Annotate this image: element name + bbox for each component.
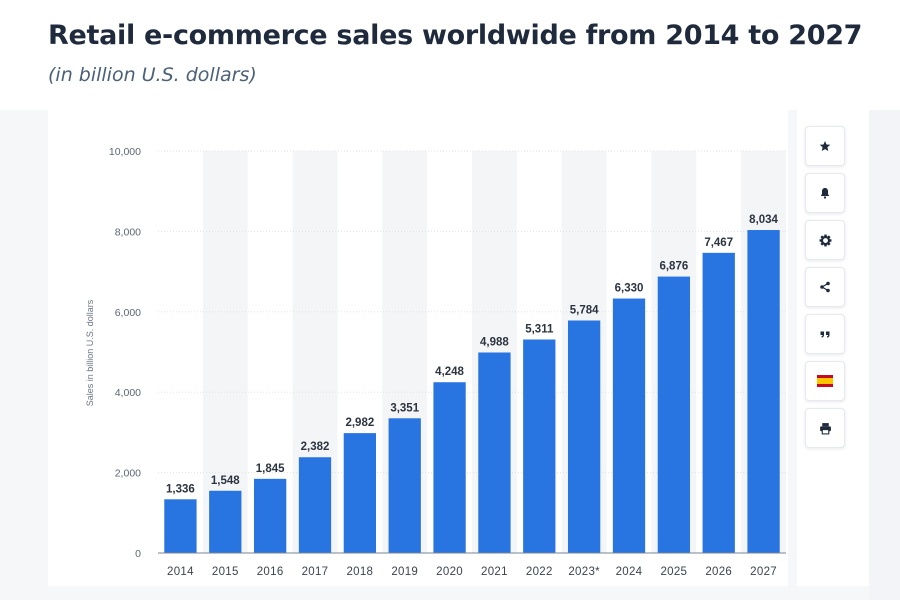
y-axis: 0 2,000 4,000 6,000 8,000 10,000: [109, 146, 141, 560]
settings-button[interactable]: [805, 220, 845, 260]
spain-flag-icon: [817, 375, 833, 387]
bar[interactable]: [478, 352, 511, 553]
side-strip: [869, 110, 900, 600]
language-button[interactable]: [805, 361, 845, 401]
bar-value-label: 3,351: [390, 402, 419, 414]
bar-value-label: 4,988: [480, 336, 509, 348]
bar[interactable]: [657, 276, 691, 553]
bar[interactable]: [567, 320, 601, 553]
x-axis: 2014 2015 2016 2017 2018 2019 2020 2021 2022 2023…: [158, 552, 786, 578]
x-tick-label: 2024: [616, 566, 643, 578]
x-tick-label: 2017: [302, 566, 329, 578]
x-tick-label: 2026: [705, 566, 732, 578]
bar-value-label: 5,311: [525, 323, 554, 335]
bar-value-label: 2,982: [345, 417, 374, 429]
bar[interactable]: [747, 230, 780, 553]
chart-toolbar: [797, 110, 869, 586]
bar-value-label: 2,382: [301, 441, 330, 453]
x-tick-label: 2015: [212, 566, 239, 578]
x-tick-label: 2027: [750, 566, 777, 578]
y-tick-label: 8,000: [115, 226, 141, 238]
bar-value-label: 1,336: [166, 483, 195, 495]
data-labels: 1,336 1,548 1,845 2,382 2,982 3,351 4,248 4,988…: [166, 214, 779, 495]
x-tick-label: 2025: [660, 566, 687, 578]
y-tick-label: 4,000: [115, 387, 141, 399]
share-icon: [820, 281, 830, 293]
bar[interactable]: [612, 298, 646, 553]
bar[interactable]: [164, 499, 197, 553]
cite-button[interactable]: [805, 314, 845, 354]
x-tick-label: 2016: [257, 566, 284, 578]
x-tick-label: 2014: [167, 566, 194, 578]
quote-icon: [820, 331, 830, 338]
share-button[interactable]: [805, 267, 845, 307]
chart-subtitle: (in billion U.S. dollars): [48, 64, 257, 86]
gear-icon: [819, 234, 831, 246]
bar-value-label: 1,845: [256, 463, 285, 475]
bar-value-label: 1,548: [211, 475, 240, 487]
y-axis-label: Sales in billion U.S. dollars: [85, 299, 95, 406]
chart-title: Retail e-commerce sales worldwide from 2…: [48, 20, 863, 51]
y-tick-label: 2,000: [115, 468, 141, 480]
bar[interactable]: [388, 418, 421, 553]
x-tick-label: 2023*: [568, 566, 600, 578]
x-tick-label: 2019: [391, 566, 418, 578]
bars: [164, 230, 780, 553]
favorite-button[interactable]: [805, 126, 845, 166]
bar-value-label: 5,784: [570, 304, 599, 316]
y-tick-label: 10,000: [109, 146, 141, 158]
bar[interactable]: [298, 457, 332, 553]
bar-value-label: 7,467: [704, 237, 733, 249]
printer-icon: [819, 422, 831, 434]
bar[interactable]: [523, 339, 556, 553]
column-band: [202, 151, 248, 553]
x-tick-label: 2018: [346, 566, 373, 578]
bar[interactable]: [433, 382, 466, 553]
x-tick-label: 2020: [436, 566, 463, 578]
bar-value-label: 6,876: [659, 261, 688, 273]
star-icon: [819, 141, 831, 151]
y-tick-label: 0: [135, 548, 141, 560]
header: Retail e-commerce sales worldwide from 2…: [0, 0, 900, 110]
bar[interactable]: [702, 252, 735, 553]
x-tick-label: 2021: [481, 566, 508, 578]
bar-value-label: 8,034: [749, 214, 778, 226]
y-tick-label: 6,000: [115, 307, 141, 319]
notification-button[interactable]: [805, 173, 845, 213]
bar-value-label: 4,248: [435, 366, 464, 378]
bar-value-label: 6,330: [615, 283, 644, 295]
bar[interactable]: [209, 490, 242, 553]
bar[interactable]: [253, 478, 287, 553]
chart-card: 0 2,000 4,000 6,000 8,000 10,000 1,336 1,548 1,…: [48, 110, 788, 586]
bell-icon: [821, 188, 829, 199]
print-button[interactable]: [805, 408, 845, 448]
x-tick-label: 2022: [526, 566, 553, 578]
bar[interactable]: [343, 433, 377, 553]
